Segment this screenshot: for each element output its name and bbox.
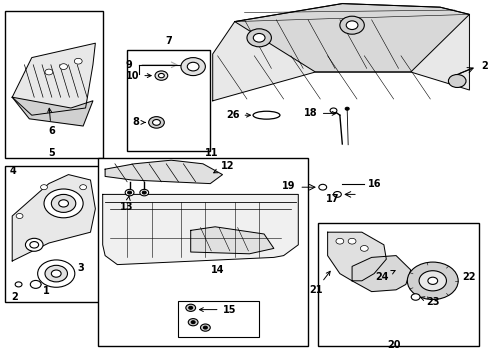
Circle shape bbox=[333, 192, 341, 197]
Text: 24: 24 bbox=[374, 270, 394, 282]
Circle shape bbox=[345, 107, 348, 110]
Bar bbox=[98, 158, 307, 346]
Text: 13: 13 bbox=[120, 196, 134, 212]
Circle shape bbox=[329, 108, 336, 113]
Circle shape bbox=[45, 265, 67, 282]
Circle shape bbox=[187, 62, 199, 71]
Text: 14: 14 bbox=[210, 265, 224, 275]
Text: 10: 10 bbox=[125, 71, 151, 81]
Bar bbox=[127, 50, 210, 151]
Circle shape bbox=[246, 29, 271, 47]
Text: 16: 16 bbox=[367, 179, 381, 189]
Polygon shape bbox=[105, 160, 222, 184]
Bar bbox=[5, 11, 102, 158]
Circle shape bbox=[142, 191, 146, 194]
Circle shape bbox=[125, 189, 134, 196]
Polygon shape bbox=[327, 232, 386, 281]
Text: 21: 21 bbox=[308, 271, 329, 295]
Circle shape bbox=[80, 185, 86, 190]
Polygon shape bbox=[102, 194, 298, 265]
Circle shape bbox=[347, 238, 355, 244]
Circle shape bbox=[140, 189, 148, 196]
Circle shape bbox=[188, 319, 198, 326]
Text: 11: 11 bbox=[205, 148, 219, 158]
Text: 4: 4 bbox=[10, 166, 17, 176]
Circle shape bbox=[200, 324, 210, 331]
Circle shape bbox=[181, 58, 205, 76]
Circle shape bbox=[74, 58, 82, 64]
Circle shape bbox=[51, 270, 61, 277]
Circle shape bbox=[30, 280, 41, 288]
Circle shape bbox=[253, 33, 264, 42]
Ellipse shape bbox=[253, 111, 279, 119]
Text: 8: 8 bbox=[132, 117, 145, 127]
Polygon shape bbox=[12, 97, 93, 126]
Text: 19: 19 bbox=[282, 181, 295, 191]
Circle shape bbox=[38, 260, 75, 287]
Circle shape bbox=[410, 294, 419, 300]
Polygon shape bbox=[12, 43, 95, 115]
Circle shape bbox=[25, 238, 43, 251]
Polygon shape bbox=[212, 4, 468, 101]
Circle shape bbox=[346, 21, 357, 30]
Text: 1: 1 bbox=[43, 285, 50, 296]
Bar bbox=[178, 301, 259, 337]
Circle shape bbox=[407, 262, 457, 300]
Text: 5: 5 bbox=[48, 148, 55, 158]
Text: 22: 22 bbox=[461, 272, 475, 282]
Circle shape bbox=[51, 194, 76, 212]
Circle shape bbox=[60, 64, 67, 69]
Polygon shape bbox=[351, 256, 410, 292]
Text: 15: 15 bbox=[199, 305, 236, 315]
Circle shape bbox=[155, 71, 167, 80]
Circle shape bbox=[203, 326, 207, 329]
Circle shape bbox=[339, 16, 364, 34]
Circle shape bbox=[418, 271, 446, 291]
Text: 23: 23 bbox=[420, 297, 439, 307]
Bar bbox=[5, 166, 102, 302]
Circle shape bbox=[30, 242, 39, 248]
Circle shape bbox=[360, 246, 367, 251]
Circle shape bbox=[158, 73, 164, 78]
Polygon shape bbox=[190, 227, 273, 254]
Text: 17: 17 bbox=[325, 194, 339, 204]
Circle shape bbox=[188, 306, 192, 309]
Circle shape bbox=[185, 304, 195, 311]
Text: 26: 26 bbox=[225, 110, 250, 120]
Circle shape bbox=[447, 75, 465, 87]
Text: 12: 12 bbox=[213, 161, 234, 173]
Circle shape bbox=[41, 185, 47, 190]
Circle shape bbox=[148, 117, 164, 128]
Text: 3: 3 bbox=[77, 263, 84, 273]
Text: 20: 20 bbox=[386, 339, 400, 350]
Circle shape bbox=[45, 69, 53, 75]
Circle shape bbox=[44, 189, 83, 218]
Circle shape bbox=[335, 238, 343, 244]
Circle shape bbox=[127, 191, 131, 194]
Circle shape bbox=[15, 282, 22, 287]
Text: 7: 7 bbox=[165, 36, 172, 46]
Circle shape bbox=[59, 200, 68, 207]
Circle shape bbox=[191, 321, 195, 324]
Text: 6: 6 bbox=[47, 108, 55, 136]
Text: 9: 9 bbox=[125, 60, 132, 70]
Text: 2: 2 bbox=[11, 292, 18, 302]
Circle shape bbox=[16, 213, 23, 219]
Circle shape bbox=[152, 120, 160, 125]
Polygon shape bbox=[12, 175, 95, 261]
Text: 18: 18 bbox=[304, 108, 335, 118]
Bar bbox=[317, 223, 478, 346]
Circle shape bbox=[427, 277, 437, 284]
Polygon shape bbox=[234, 4, 468, 72]
Text: 25: 25 bbox=[481, 60, 488, 71]
Circle shape bbox=[318, 184, 326, 190]
